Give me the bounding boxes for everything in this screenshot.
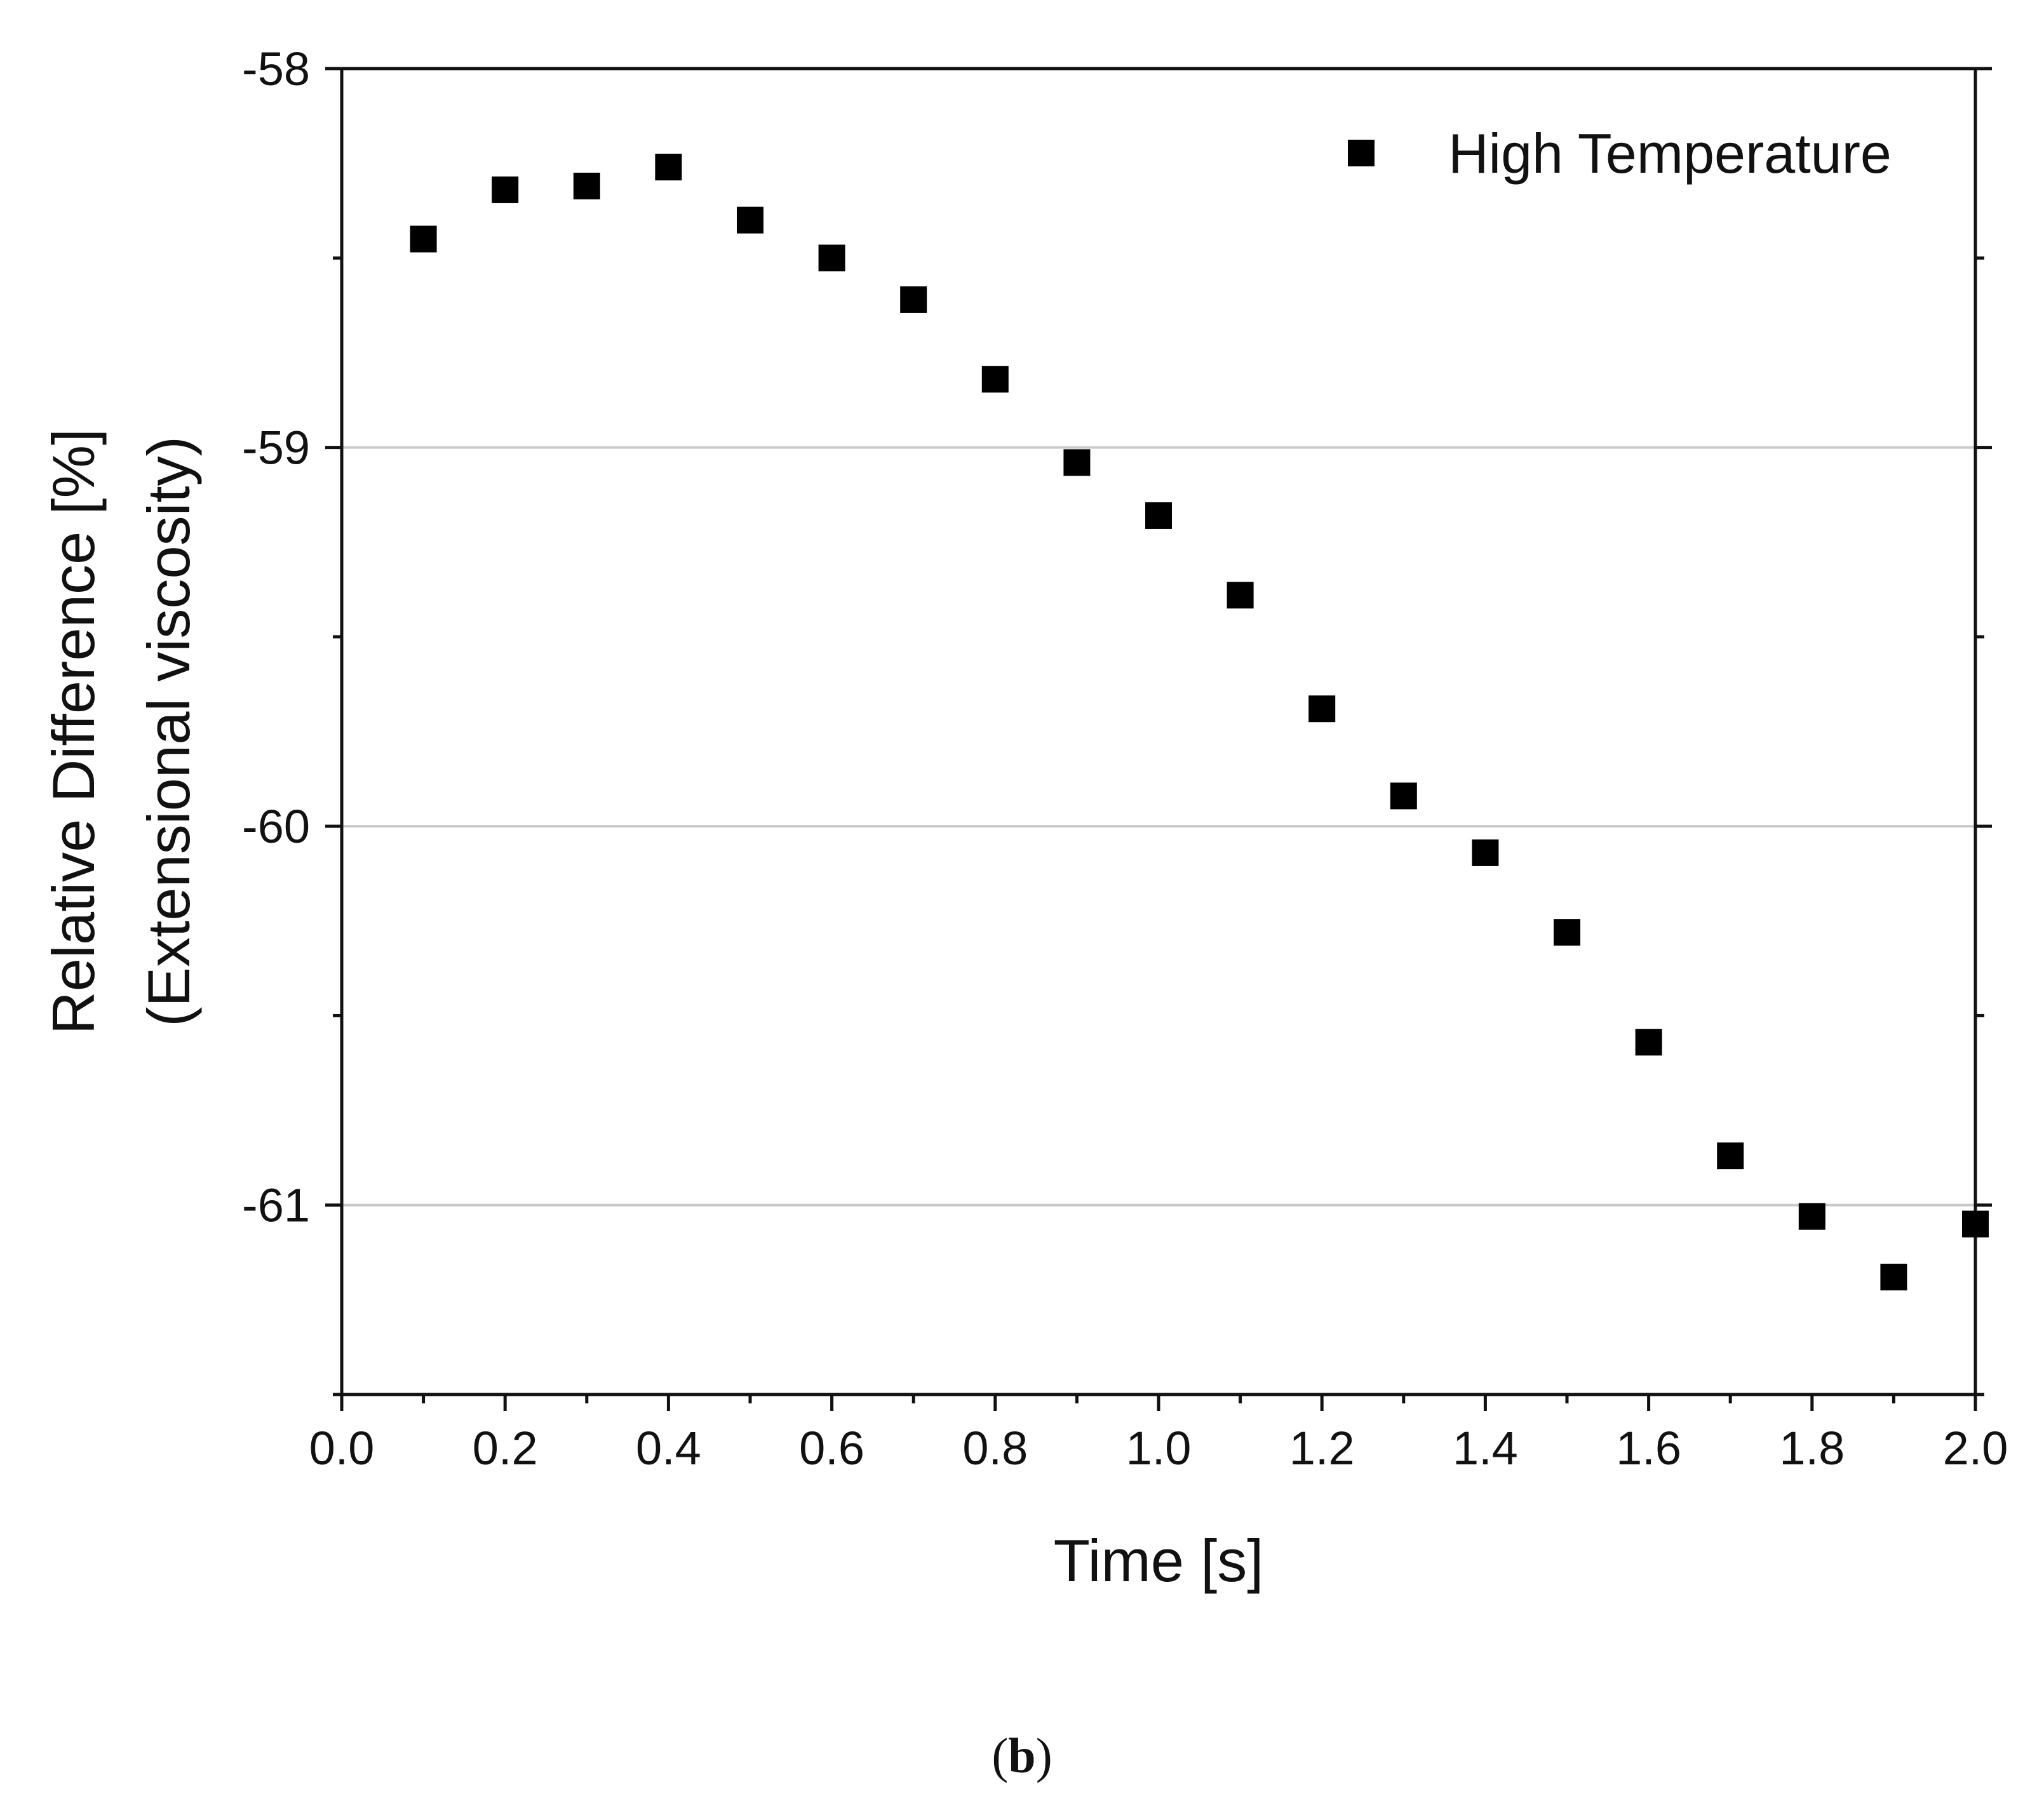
y-tick-label: -60 [242,800,310,853]
x-tick-label: 1.2 [1289,1422,1355,1475]
data-point [492,176,519,203]
axis-ticks [325,67,1992,1411]
x-tick-label: 0.4 [636,1422,701,1475]
x-tick-label: 0.0 [309,1422,375,1475]
data-point [737,206,763,234]
y-tick-label: -58 [242,43,310,95]
data-point [1635,1029,1662,1056]
caption-label: b [1008,1728,1036,1783]
x-tick-label: 1.6 [1616,1422,1681,1475]
y-axis-title-line1: Relative Difference [%] [40,429,107,1034]
data-point [1554,919,1580,946]
data-point [655,154,682,181]
data-point [573,172,600,199]
y-tick-label: -59 [242,422,310,474]
figure-caption: (b) [0,1727,2044,1784]
data-point [1880,1264,1907,1291]
data-point [1145,502,1172,529]
data-point [900,286,927,313]
data-point [410,225,437,253]
legend: High Temperature [1348,122,1892,185]
data-point [818,244,845,272]
legend-marker-square [1348,140,1375,166]
gridlines [342,446,1975,1207]
data-point [1308,695,1336,723]
x-tick-label: 0.8 [962,1422,1028,1475]
data-point [1390,782,1417,810]
data-points [410,154,1989,1291]
y-tick-labels: -58 -59 -60 -61 [242,43,310,1232]
y-tick-label: -61 [242,1179,310,1232]
caption-open: ( [992,1728,1009,1783]
data-point [1798,1203,1825,1230]
data-point [981,366,1009,393]
x-tick-label: 1.4 [1453,1422,1518,1475]
x-tick-labels: 0.0 0.2 0.4 0.6 0.8 1.0 1.2 1.4 1.6 1.8 2.0 [309,1422,2008,1475]
data-point [1472,839,1499,866]
x-tick-label: 0.2 [473,1422,538,1475]
data-point [1063,449,1091,476]
x-tick-label: 1.0 [1126,1422,1192,1475]
x-axis-title: Time [s] [1054,1527,1264,1594]
plot-frame [340,67,1977,1396]
data-point [1717,1142,1744,1170]
data-point [1962,1210,1989,1238]
data-point [1227,582,1254,609]
x-tick-label: 1.8 [1779,1422,1845,1475]
y-axis-title-line2: (Extensional viscosity) [135,436,202,1027]
legend-label: High Temperature [1448,122,1892,185]
caption-close: ) [1035,1728,1052,1783]
x-tick-label: 2.0 [1943,1422,2008,1475]
x-tick-label: 0.6 [799,1422,864,1475]
